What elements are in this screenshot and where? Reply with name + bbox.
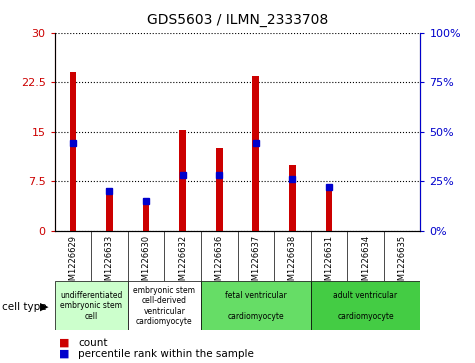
Text: GSM1226637: GSM1226637 [251,234,260,291]
Bar [70,72,76,231]
Bar [128,281,201,330]
Bar [180,130,186,231]
Text: percentile rank within the sample: percentile rank within the sample [78,349,254,359]
Text: GSM1226630: GSM1226630 [142,234,151,291]
Text: fetal ventricular

cardiomyocyte: fetal ventricular cardiomyocyte [225,291,287,321]
Text: GDS5603 / ILMN_2333708: GDS5603 / ILMN_2333708 [147,13,328,27]
Text: GSM1226633: GSM1226633 [105,234,114,291]
Text: GSM1226638: GSM1226638 [288,234,297,291]
Bar [289,164,295,231]
Text: ■: ■ [59,338,70,348]
Text: adult ventricular

cardiomyocyte: adult ventricular cardiomyocyte [333,291,398,321]
Text: cell type: cell type [2,302,47,312]
Text: count: count [78,338,108,348]
Text: ■: ■ [59,349,70,359]
Bar [143,197,149,231]
Bar [55,281,128,330]
Text: GSM1226636: GSM1226636 [215,234,224,291]
Text: GSM1226632: GSM1226632 [178,234,187,291]
Text: GSM1226631: GSM1226631 [324,234,333,291]
Text: GSM1226635: GSM1226635 [398,234,407,291]
Bar [106,188,113,231]
Bar [311,281,420,330]
Text: ▶: ▶ [40,302,49,312]
Text: GSM1226629: GSM1226629 [68,234,77,290]
Text: undifferentiated
embryonic stem
cell: undifferentiated embryonic stem cell [60,291,123,321]
Text: GSM1226634: GSM1226634 [361,234,370,291]
Bar [201,281,311,330]
Text: embryonic stem
cell-derived
ventricular
cardiomyocyte: embryonic stem cell-derived ventricular … [133,286,195,326]
Bar [216,148,222,231]
Bar [326,188,332,231]
Bar [253,76,259,231]
